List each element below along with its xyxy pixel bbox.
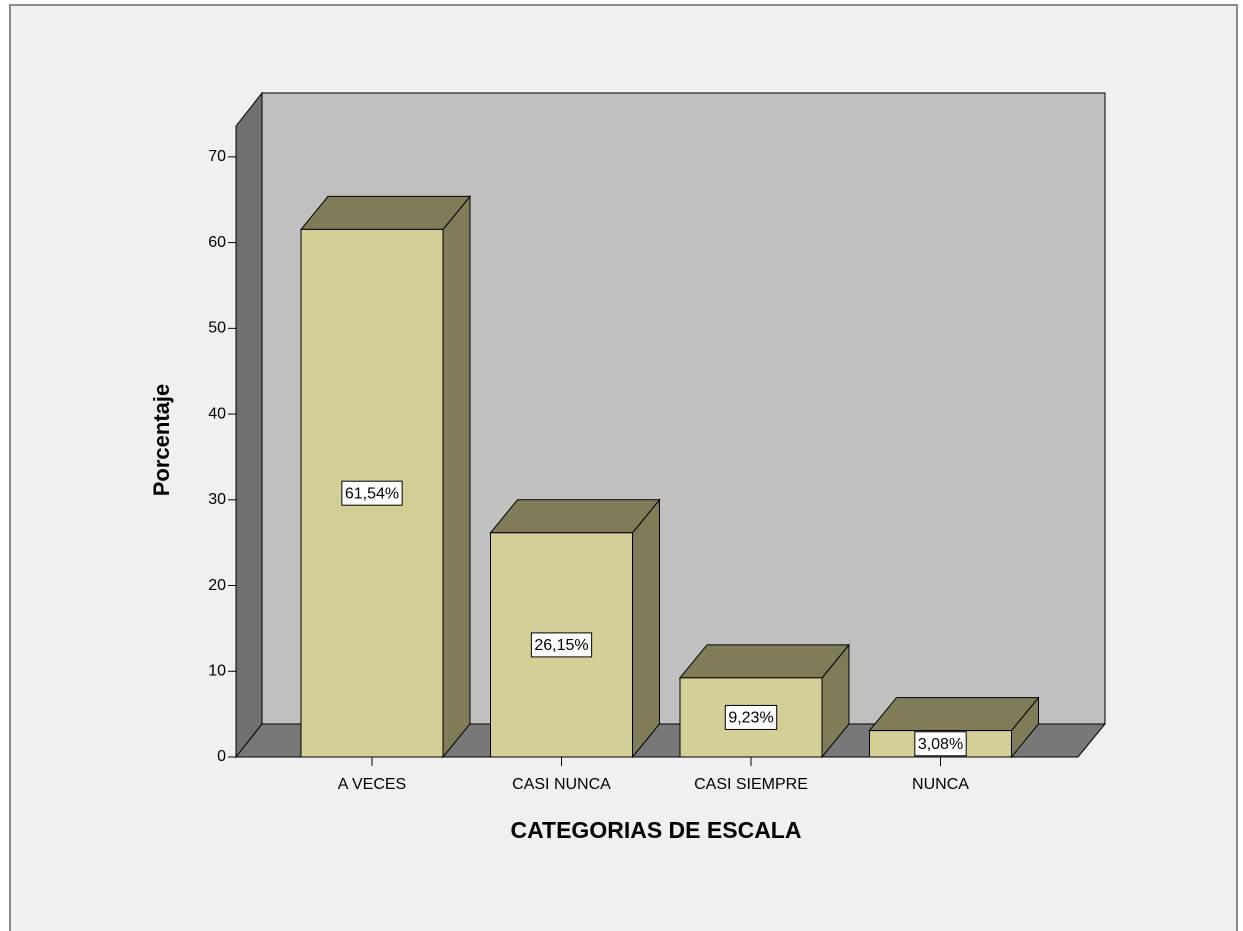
side-wall: [235, 91, 263, 759]
value-label: 26,15%: [534, 637, 588, 654]
x-axis-title: CATEGORIAS DE ESCALA: [511, 817, 802, 843]
y-tick-label: 10: [208, 662, 226, 679]
value-label-box: [341, 480, 403, 506]
bar-side: [442, 194, 471, 759]
y-tick-label: 30: [208, 491, 226, 508]
y-tick-label: 40: [208, 405, 226, 422]
bar-top: [489, 499, 661, 534]
y-tick-label: 70: [208, 148, 226, 165]
y-tick-label: 50: [208, 320, 226, 337]
bar-top: [299, 195, 472, 230]
value-label: 61,54%: [345, 485, 399, 502]
value-label: 9,23%: [728, 710, 773, 727]
y-axis-title: Porcentaje: [149, 384, 174, 497]
bar-top: [678, 644, 851, 679]
bar-side: [632, 498, 660, 759]
value-label-box: [914, 731, 967, 757]
x-tick-label: CASI NUNCA: [512, 776, 611, 793]
value-label: 3,08%: [918, 736, 963, 753]
x-tick-label: CASI SIEMPRE: [694, 776, 808, 793]
y-tick-label: 0: [217, 748, 226, 765]
y-tick-label: 60: [208, 234, 226, 251]
value-label-box: [724, 704, 778, 730]
y-tick-label: 20: [208, 577, 226, 594]
bar-top: [868, 697, 1040, 732]
x-tick-label: A VECES: [338, 776, 406, 793]
x-tick-label: NUNCA: [912, 776, 969, 793]
value-label-box: [530, 632, 593, 658]
